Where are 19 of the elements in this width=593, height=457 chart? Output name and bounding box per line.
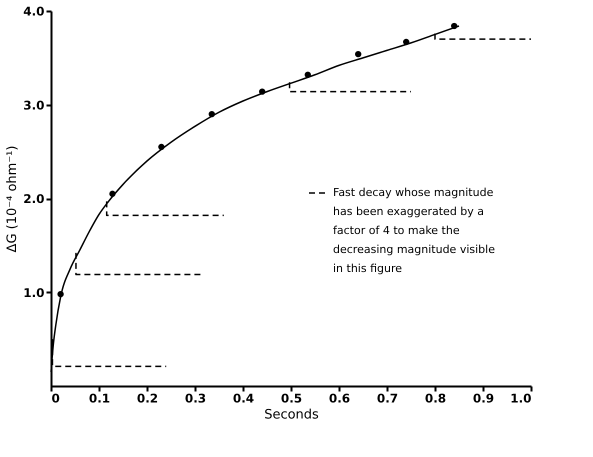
x-tick-label: 0.6 bbox=[328, 392, 350, 406]
x-tick-label: 0.2 bbox=[136, 392, 158, 406]
x-tick-label: 0.5 bbox=[280, 392, 302, 406]
x-tick-label: 0 bbox=[52, 392, 60, 406]
y-tick-label: 2.0 bbox=[23, 192, 44, 206]
x-tick-label: 1.0 bbox=[510, 392, 532, 406]
y-tick-label: 3.0 bbox=[23, 98, 44, 112]
x-tick-label: 0.8 bbox=[424, 392, 446, 406]
x-tick-label: 0.3 bbox=[184, 392, 206, 406]
x-tick-label: 0.9 bbox=[472, 392, 494, 406]
x-axis-title: Seconds bbox=[264, 408, 320, 422]
point bbox=[355, 50, 362, 58]
x-tick-label: 0.4 bbox=[232, 392, 254, 406]
y-tick-label: 1.0 bbox=[23, 286, 44, 300]
y-tick-label: 4.0 bbox=[23, 4, 44, 18]
x-tick-label: 0.1 bbox=[88, 392, 110, 406]
x-tick-label: 0.7 bbox=[376, 392, 398, 406]
legend-label: Fast decay whose magnitude has been exaggerated by a factor of 4 to make the decreasing magnitude visible in this figure bbox=[333, 186, 496, 275]
y-axis-title: ΔG (10⁻⁴ ohm⁻¹) bbox=[5, 146, 20, 252]
